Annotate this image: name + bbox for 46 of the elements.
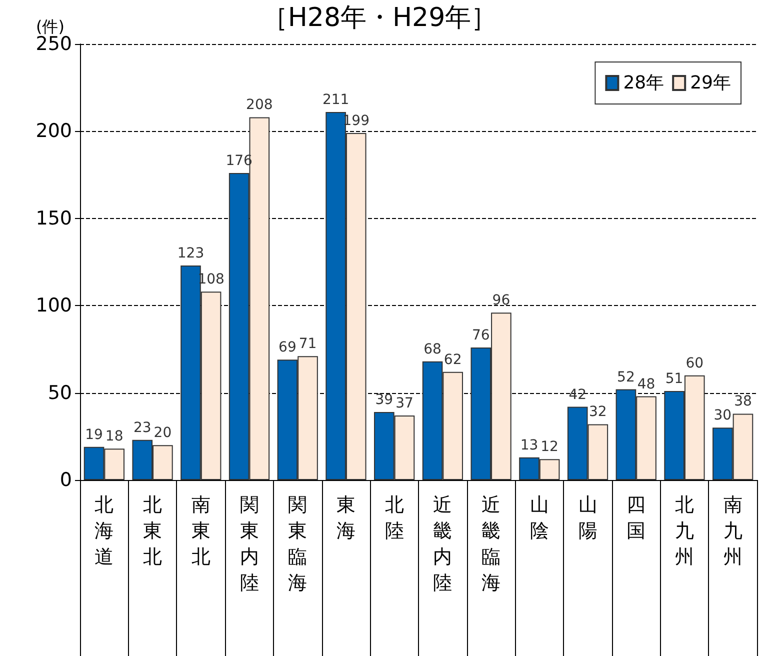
data-label: 19 [85,426,103,443]
data-label: 30 [714,408,732,424]
y-tick-label: 0 [60,469,72,491]
chart-title: ［H28年・H29年］ [262,3,498,33]
x-tick-label: 南東北 [191,494,210,568]
x-tick-label: 北九州 [674,494,694,568]
data-label: 38 [734,394,752,410]
data-label: 60 [686,355,704,372]
data-label: 39 [375,392,394,408]
data-label: 69 [278,340,296,356]
data-label: 48 [637,376,656,392]
data-label: 68 [424,341,442,358]
data-label: 123 [177,245,204,262]
data-label: 20 [154,425,172,442]
data-label: 71 [298,336,317,352]
legend-label: 29年 [690,72,731,94]
x-tick-label: 近畿臨海 [482,494,501,594]
x-tick-label: 北東北 [143,494,162,568]
y-tick-label: 150 [36,207,72,230]
data-label: 76 [472,327,490,344]
x-tick-label: 南九州 [723,494,742,568]
x-tick-label: 東海 [336,494,356,542]
x-tick-label: 近畿内陸 [433,494,452,594]
data-label: 52 [617,369,635,386]
y-tick-label: 200 [36,120,72,142]
data-label: 37 [396,395,414,412]
x-tick-label: 関東内陸 [240,494,259,594]
data-label: 96 [492,292,510,309]
y-tick-label: 100 [36,294,72,317]
x-tick-label: 北陸 [384,494,404,542]
x-tick-label: 関東臨海 [288,494,308,594]
data-label: 62 [444,352,462,368]
data-label: 18 [105,428,124,445]
data-label: 13 [520,437,538,454]
data-label: 23 [133,420,152,436]
data-label: 208 [246,97,273,114]
x-tick-label: 北海道 [94,494,114,568]
x-tick-label: 山陰 [530,494,549,542]
y-tick-label: 50 [48,382,72,404]
data-label: 51 [665,371,684,388]
data-label: 32 [588,404,607,420]
data-label: 12 [540,439,558,456]
data-label: 211 [322,92,350,108]
x-tick-label: 山陽 [578,494,598,542]
x-tick-label: 四国 [626,494,646,542]
legend-label: 28年 [623,72,664,94]
